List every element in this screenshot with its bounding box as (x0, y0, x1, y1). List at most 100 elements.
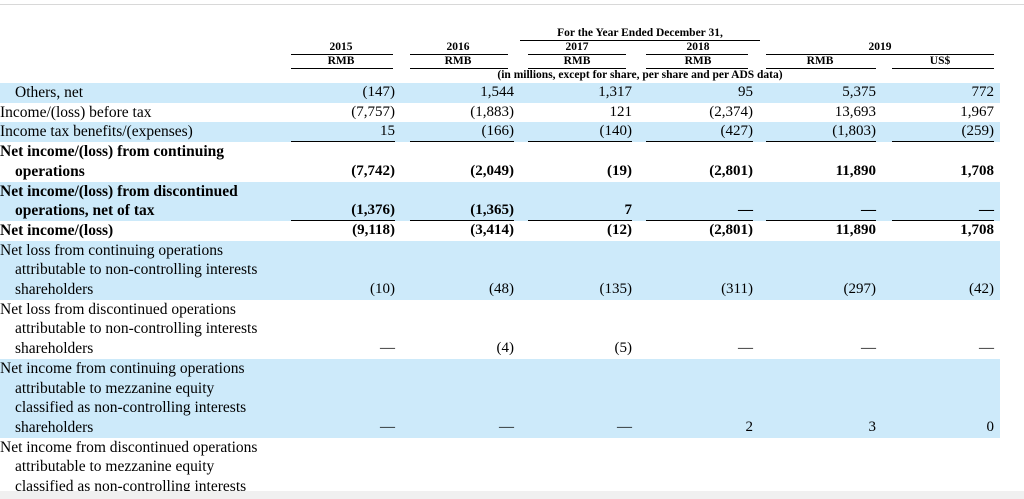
row-label-line: attributable to mezzanine equity (15, 379, 215, 397)
row-label-line: classified as non-controlling interests (15, 399, 247, 417)
cell-value: (19) (607, 162, 632, 179)
cell-value: 95 (738, 84, 753, 100)
period-rule (520, 40, 760, 41)
currency-header: RMB (684, 55, 712, 67)
cell-value: 5,375 (842, 84, 876, 100)
cell-value: (12) (607, 221, 632, 238)
row-label: Others, net (0, 83, 83, 103)
year-rule-2016 (410, 54, 508, 55)
currency-rule (410, 68, 508, 69)
cell-value: (1,365) (470, 202, 514, 219)
cell-value: — (979, 340, 994, 357)
currency-rule (646, 68, 748, 69)
row-label: Income tax benefits/(expenses) (0, 122, 193, 142)
subtotal-rule (892, 141, 994, 143)
row-label-line: Income/(loss) before tax (0, 103, 152, 121)
row-label-line: Net income from discontinued operations (0, 438, 258, 456)
cell-value: 3 (868, 418, 877, 435)
cell-value: (2,801) (709, 221, 753, 238)
currency-header: RMB (327, 55, 355, 67)
row-label-line: Net loss from discontinued operations (0, 300, 236, 318)
cell-value: (166) (481, 123, 515, 140)
row-shading (0, 181, 1000, 221)
cell-value: (3,414) (470, 221, 514, 238)
currency-rule (892, 68, 994, 69)
cell-value: 15 (380, 123, 395, 140)
cell-value: 13,693 (834, 103, 876, 120)
cell-value: 121 (609, 103, 633, 120)
cell-value: 772 (971, 84, 995, 100)
cell-value: (1,376) (351, 202, 395, 219)
cell-value: — (861, 202, 876, 219)
subtotal-rule (766, 219, 876, 221)
cell-value: (2,801) (709, 162, 753, 179)
row-label-line: Net income/(loss) from continuing (0, 143, 225, 161)
subtotal-rule (892, 219, 994, 221)
year-rule-2015 (291, 54, 393, 55)
cell-value: (147) (362, 84, 396, 100)
cell-value: 11,890 (835, 162, 876, 179)
cell-value: — (738, 202, 753, 219)
year-rule-2017 (528, 54, 626, 55)
cell-value: 11,890 (835, 221, 876, 238)
subtotal-rule (410, 141, 514, 143)
row-label-line: Net income/(loss) from discontinued (0, 182, 238, 200)
cell-value: 1,317 (598, 84, 632, 100)
cell-value: (2,049) (470, 162, 514, 179)
page-bottom-strip (0, 491, 1024, 499)
cell-value: (5) (614, 340, 633, 357)
row-label: Net income/(loss) (0, 221, 113, 241)
cell-value: — (499, 418, 514, 435)
cell-value: 7 (624, 202, 633, 219)
cell-value: (42) (969, 281, 994, 297)
cell-value: 2 (745, 418, 754, 435)
year-header-2019: 2019 (868, 41, 892, 53)
cell-value: (259) (961, 123, 995, 140)
row-label: Net income from discontinued operations a… (0, 438, 257, 497)
row-shading (0, 358, 1000, 438)
row-label-line: operations (15, 162, 85, 180)
cell-value: (48) (489, 281, 514, 297)
currency-header: RMB (806, 55, 834, 67)
cell-value: (427) (720, 123, 754, 140)
row-label: Net income from continuing operations att… (0, 359, 246, 438)
subtotal-rule (646, 219, 753, 221)
cell-value: (311) (721, 281, 753, 297)
year-rule-2018 (646, 54, 748, 55)
cell-value: (2,374) (709, 103, 753, 120)
units-note: (in millions, except for share, per shar… (497, 69, 783, 81)
row-label-line: Others, net (15, 84, 84, 101)
cell-value: — (380, 340, 395, 357)
row-label: Net loss from discontinued operations att… (0, 300, 257, 359)
row-label-line: Net loss from continuing operations (0, 241, 223, 259)
subtotal-rule (291, 141, 395, 143)
cell-value: (7,757) (351, 103, 395, 120)
cell-value: (7,742) (351, 162, 395, 179)
cell-value: 1,544 (480, 84, 514, 100)
cell-value: (4) (496, 340, 515, 357)
page-top-border (0, 4, 1024, 5)
currency-header: RMB (563, 55, 591, 67)
year-rule-2019 (766, 54, 994, 55)
cell-value: 0 (986, 418, 995, 435)
cell-value: (9,118) (352, 221, 395, 238)
row-label-line: shareholders (15, 418, 94, 436)
cell-value: — (380, 418, 395, 435)
cell-value: 1,967 (960, 103, 994, 120)
cell-value: 1,708 (960, 221, 994, 238)
subtotal-rule (646, 141, 753, 143)
row-label-line: Net income from continuing operations (0, 359, 245, 377)
year-header-2015: 2015 (329, 41, 353, 53)
currency-header: RMB (444, 55, 472, 67)
row-label-line: attributable to non-controlling interest… (15, 261, 258, 279)
year-header-2017: 2017 (565, 41, 589, 53)
row-label-line: shareholders (15, 340, 94, 358)
row-label-line: operations, net of tax (15, 202, 155, 220)
row-shading (0, 240, 1000, 300)
year-header-2018: 2018 (686, 41, 710, 53)
cell-value: — (738, 340, 753, 357)
subtotal-rule (766, 141, 876, 143)
currency-header: US$ (929, 55, 951, 67)
row-label: Net loss from continuing operations attri… (0, 241, 257, 300)
row-shading (0, 83, 1000, 103)
